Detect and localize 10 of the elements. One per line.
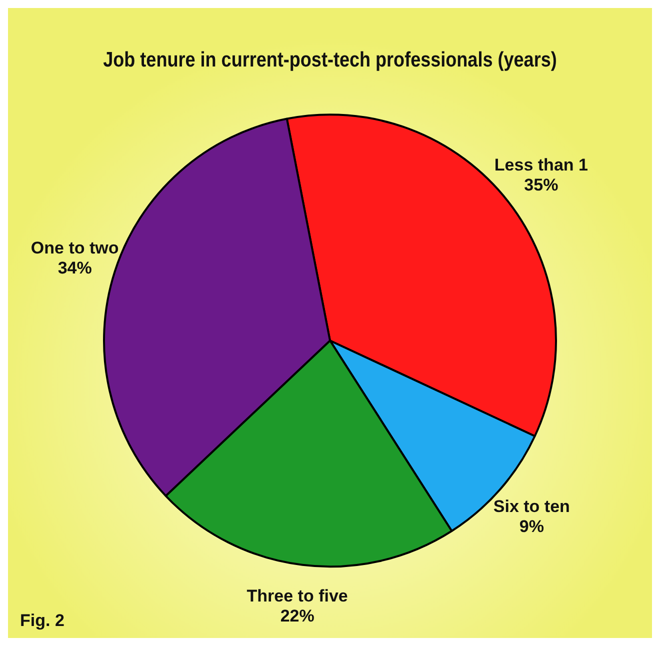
slice-label: One to two bbox=[30, 238, 119, 258]
data-label: 35% bbox=[524, 175, 558, 194]
data-label: 9% bbox=[519, 516, 544, 536]
chart-title: Job tenure in current-post-tech professionals (years) bbox=[103, 48, 557, 72]
caption: Fig. 2 bbox=[20, 611, 64, 630]
slice-label: Less than 1 bbox=[494, 155, 588, 174]
slice-label: Three to five bbox=[246, 586, 348, 606]
data-label: 34% bbox=[58, 258, 92, 278]
data-label: 22% bbox=[280, 606, 314, 626]
slice-label: Six to ten bbox=[493, 496, 570, 516]
